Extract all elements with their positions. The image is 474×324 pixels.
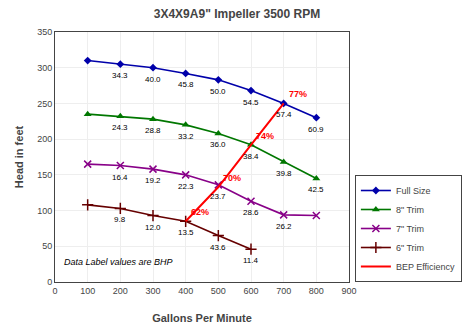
svg-text:43.6: 43.6: [210, 243, 226, 252]
svg-text:60.9: 60.9: [308, 125, 324, 134]
svg-text:200: 200: [113, 286, 128, 296]
svg-text:0: 0: [47, 277, 52, 287]
svg-text:3X4X9A9" Impeller 3500 RPM: 3X4X9A9" Impeller 3500 RPM: [154, 7, 320, 21]
svg-text:33.2: 33.2: [178, 132, 194, 141]
svg-text:19.2: 19.2: [145, 176, 161, 185]
svg-text:500: 500: [211, 286, 226, 296]
svg-text:400: 400: [178, 286, 193, 296]
svg-text:250: 250: [37, 99, 52, 109]
svg-text:100: 100: [80, 286, 95, 296]
svg-text:26.2: 26.2: [276, 222, 292, 231]
svg-text:7" Trim: 7" Trim: [396, 224, 424, 234]
svg-text:200: 200: [37, 134, 52, 144]
svg-text:350: 350: [37, 27, 52, 37]
svg-text:900: 900: [341, 286, 356, 296]
svg-text:40.0: 40.0: [145, 75, 161, 84]
svg-text:62%: 62%: [191, 207, 209, 217]
svg-text:12.0: 12.0: [145, 223, 161, 232]
svg-text:11.4: 11.4: [243, 256, 259, 265]
svg-text:700: 700: [276, 286, 291, 296]
svg-text:9.8: 9.8: [114, 215, 126, 224]
svg-text:22.3: 22.3: [178, 182, 194, 191]
svg-text:36.0: 36.0: [210, 140, 226, 149]
svg-text:74%: 74%: [256, 131, 274, 141]
svg-text:8" Trim: 8" Trim: [396, 205, 424, 215]
svg-text:300: 300: [145, 286, 160, 296]
svg-text:16.4: 16.4: [112, 173, 128, 182]
svg-text:800: 800: [309, 286, 324, 296]
svg-text:Gallons Per Minute: Gallons Per Minute: [152, 312, 252, 324]
svg-text:28.6: 28.6: [243, 208, 259, 217]
svg-text:600: 600: [243, 286, 258, 296]
svg-text:45.8: 45.8: [178, 80, 194, 89]
svg-text:100: 100: [37, 206, 52, 216]
svg-text:50: 50: [42, 241, 52, 251]
svg-text:Data Label values are BHP: Data Label values are BHP: [64, 257, 173, 267]
svg-text:13.5: 13.5: [178, 228, 194, 237]
svg-text:77%: 77%: [289, 89, 307, 99]
svg-text:70%: 70%: [223, 173, 241, 183]
svg-text:0: 0: [52, 286, 57, 296]
svg-text:Full Size: Full Size: [396, 186, 431, 196]
svg-text:28.8: 28.8: [145, 126, 161, 135]
svg-text:BEP Efficiency: BEP Efficiency: [396, 262, 455, 272]
svg-text:Head in feet: Head in feet: [13, 125, 25, 188]
svg-text:6" Trim: 6" Trim: [396, 243, 424, 253]
svg-text:38.4: 38.4: [243, 152, 259, 161]
svg-text:23.7: 23.7: [210, 192, 226, 201]
svg-text:150: 150: [37, 170, 52, 180]
svg-text:39.8: 39.8: [276, 169, 292, 178]
svg-text:24.3: 24.3: [112, 123, 128, 132]
svg-text:54.5: 54.5: [243, 98, 259, 107]
svg-text:57.4: 57.4: [276, 110, 292, 119]
svg-text:50.0: 50.0: [210, 87, 226, 96]
svg-text:34.3: 34.3: [112, 71, 128, 80]
svg-text:300: 300: [37, 63, 52, 73]
svg-text:42.5: 42.5: [308, 185, 324, 194]
